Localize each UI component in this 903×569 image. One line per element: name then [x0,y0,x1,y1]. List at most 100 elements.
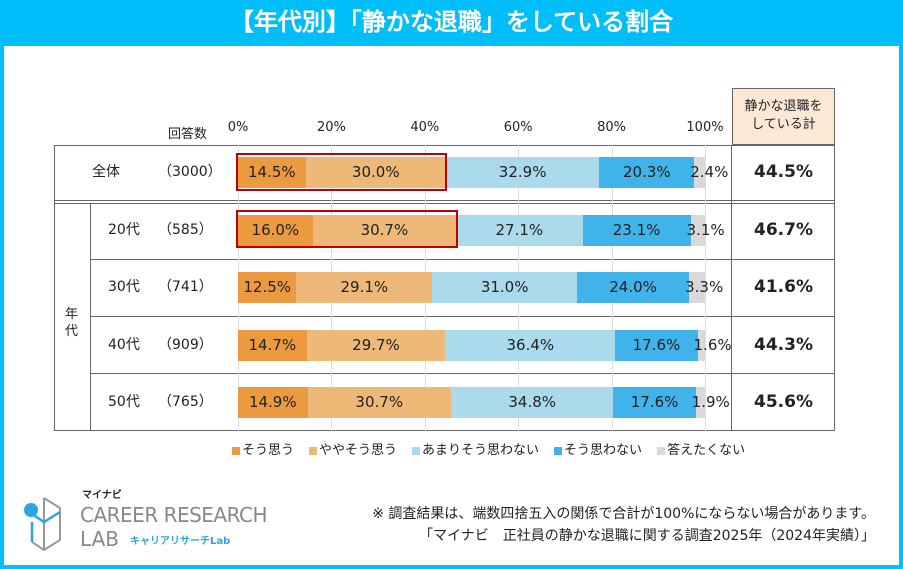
bar-segment-0: 12.5% [238,272,297,303]
category-label: 20代 [108,222,140,238]
data-label: 1.6% [693,336,732,354]
x-tick-label: 20% [316,120,346,135]
bar-segment-2: 36.4% [445,330,616,361]
logo-brand: マイナビ [82,490,122,501]
logo-cube-icon [24,497,61,552]
bar-segment-3: 17.6% [613,387,696,418]
x-tick-label: 80% [597,120,627,135]
bar-segment-3: 24.0% [577,272,690,303]
total-value: 41.6% [754,277,813,297]
bar-segment-4: 3.1% [687,215,725,246]
bar-segment-1: 30.0% [305,157,446,188]
data-label: 3.3% [685,278,724,296]
data-label: 27.1% [495,221,544,239]
count-label: （909） [158,337,213,353]
bar-segment-2: 34.8% [450,387,614,418]
count-label: （585） [158,222,213,238]
x-tick-label: 100% [686,120,724,135]
data-label: 36.4% [506,336,555,354]
logo: マイナビ CAREER RESEARCH LAB キャリアリサーチLab [22,490,268,554]
data-label: 24.0% [609,278,657,296]
data-label: 20.3% [623,163,671,181]
chart-title: 【年代別】「静かな退職」をしている割合 [0,0,903,46]
total-header: 静かな退職を している計 [732,88,835,145]
bar-segment-3: 17.6% [615,330,698,361]
legend-item: そう思う [232,443,294,459]
highlight-box-overall [236,153,447,191]
category-label: 40代 [108,337,140,353]
data-label: 29.7% [352,336,400,354]
bar-segment-2: 27.1% [456,215,583,246]
footnote-source: 「マイナビ 正社員の静かな退職に関する調査2025年（2024年実績）」 [419,528,875,544]
total-value: 44.3% [754,335,813,355]
legend-item: そう思わない [554,443,642,459]
bar-segment-0: 14.9% [238,387,308,418]
total-value: 45.6% [754,392,813,412]
legend-label: ややそう思う [319,443,398,458]
category-label: 全体 [92,164,120,180]
legend: そう思う ややそう思う あまりそう思わない そう思わない 答えたくない [232,443,757,459]
data-label: 14.7% [248,336,297,354]
legend-label: そう思わない [564,443,643,458]
bar-segment-4: 1.9% [692,387,730,418]
legend-swatch [309,447,318,455]
bar-segment-4: 3.3% [685,272,723,303]
highlight-box-20s [236,210,458,248]
bar-segment-2: 31.0% [432,272,578,303]
legend-swatch [554,447,563,455]
bar-segment-0: 14.7% [238,330,307,361]
legend-item: 答えたくない [657,443,745,459]
total-value: 44.5% [754,162,813,182]
logo-name-2: LAB [80,527,120,551]
n-header: 回答数 [168,127,208,142]
data-label: 17.6% [630,393,679,411]
bar-segment-1: 29.1% [296,272,433,303]
bar-segment-0: 14.5% [238,157,306,188]
category-label: 50代 [108,394,140,410]
data-label: 1.9% [691,393,730,411]
bar-segment-4: 2.4% [690,157,728,188]
legend-item: あまりそう思わない [412,443,539,459]
data-label: 3.1% [686,221,725,239]
data-label: 14.9% [248,393,297,411]
logo-sub: キャリアリサーチLab [130,536,231,547]
bar-segment-4: 1.6% [694,330,732,361]
bar-segment-3: 23.1% [582,215,691,246]
legend-swatch [232,447,240,455]
data-label: 14.5% [248,163,296,181]
bar-segment-1: 30.7% [312,215,457,246]
data-label: 32.9% [498,163,547,181]
bar-segment-1: 30.7% [307,387,451,418]
bar-segment-3: 20.3% [599,157,695,188]
data-label: 30.7% [355,393,404,411]
data-label: 16.0% [251,221,300,239]
category-label: 30代 [108,279,140,295]
bar-segment-1: 29.7% [306,330,446,361]
data-label: 30.7% [360,221,409,239]
data-label: 34.8% [508,393,557,411]
total-value: 46.7% [754,220,813,240]
x-tick-label: 0% [227,120,249,135]
data-label: 31.0% [480,278,529,296]
total-header-line2: している計 [751,117,816,132]
footnote-rounding: ※ 調査結果は、端数四捨五入の関係で合計が100%にならない場合があります。 [372,506,875,522]
bar-segment-2: 32.9% [445,157,600,188]
data-label: 2.4% [690,163,729,181]
count-label: （765） [158,394,213,410]
legend-swatch [412,447,421,455]
legend-label: あまりそう思わない [422,443,540,458]
total-header-line1: 静かな退職を [744,99,823,114]
age-group-label: 年代 [65,307,79,339]
legend-item: ややそう思う [309,443,397,459]
x-tick-label: 40% [410,120,440,135]
data-label: 29.1% [340,278,389,296]
data-label: 17.6% [632,336,681,354]
legend-label: そう思う [242,443,295,458]
data-label: 12.5% [243,278,292,296]
bar-segment-0: 16.0% [238,215,313,246]
legend-swatch [657,447,666,455]
x-tick-label: 60% [503,120,533,135]
gridline [705,145,706,431]
count-label: （3000） [158,164,222,180]
data-label: 30.0% [351,163,400,181]
